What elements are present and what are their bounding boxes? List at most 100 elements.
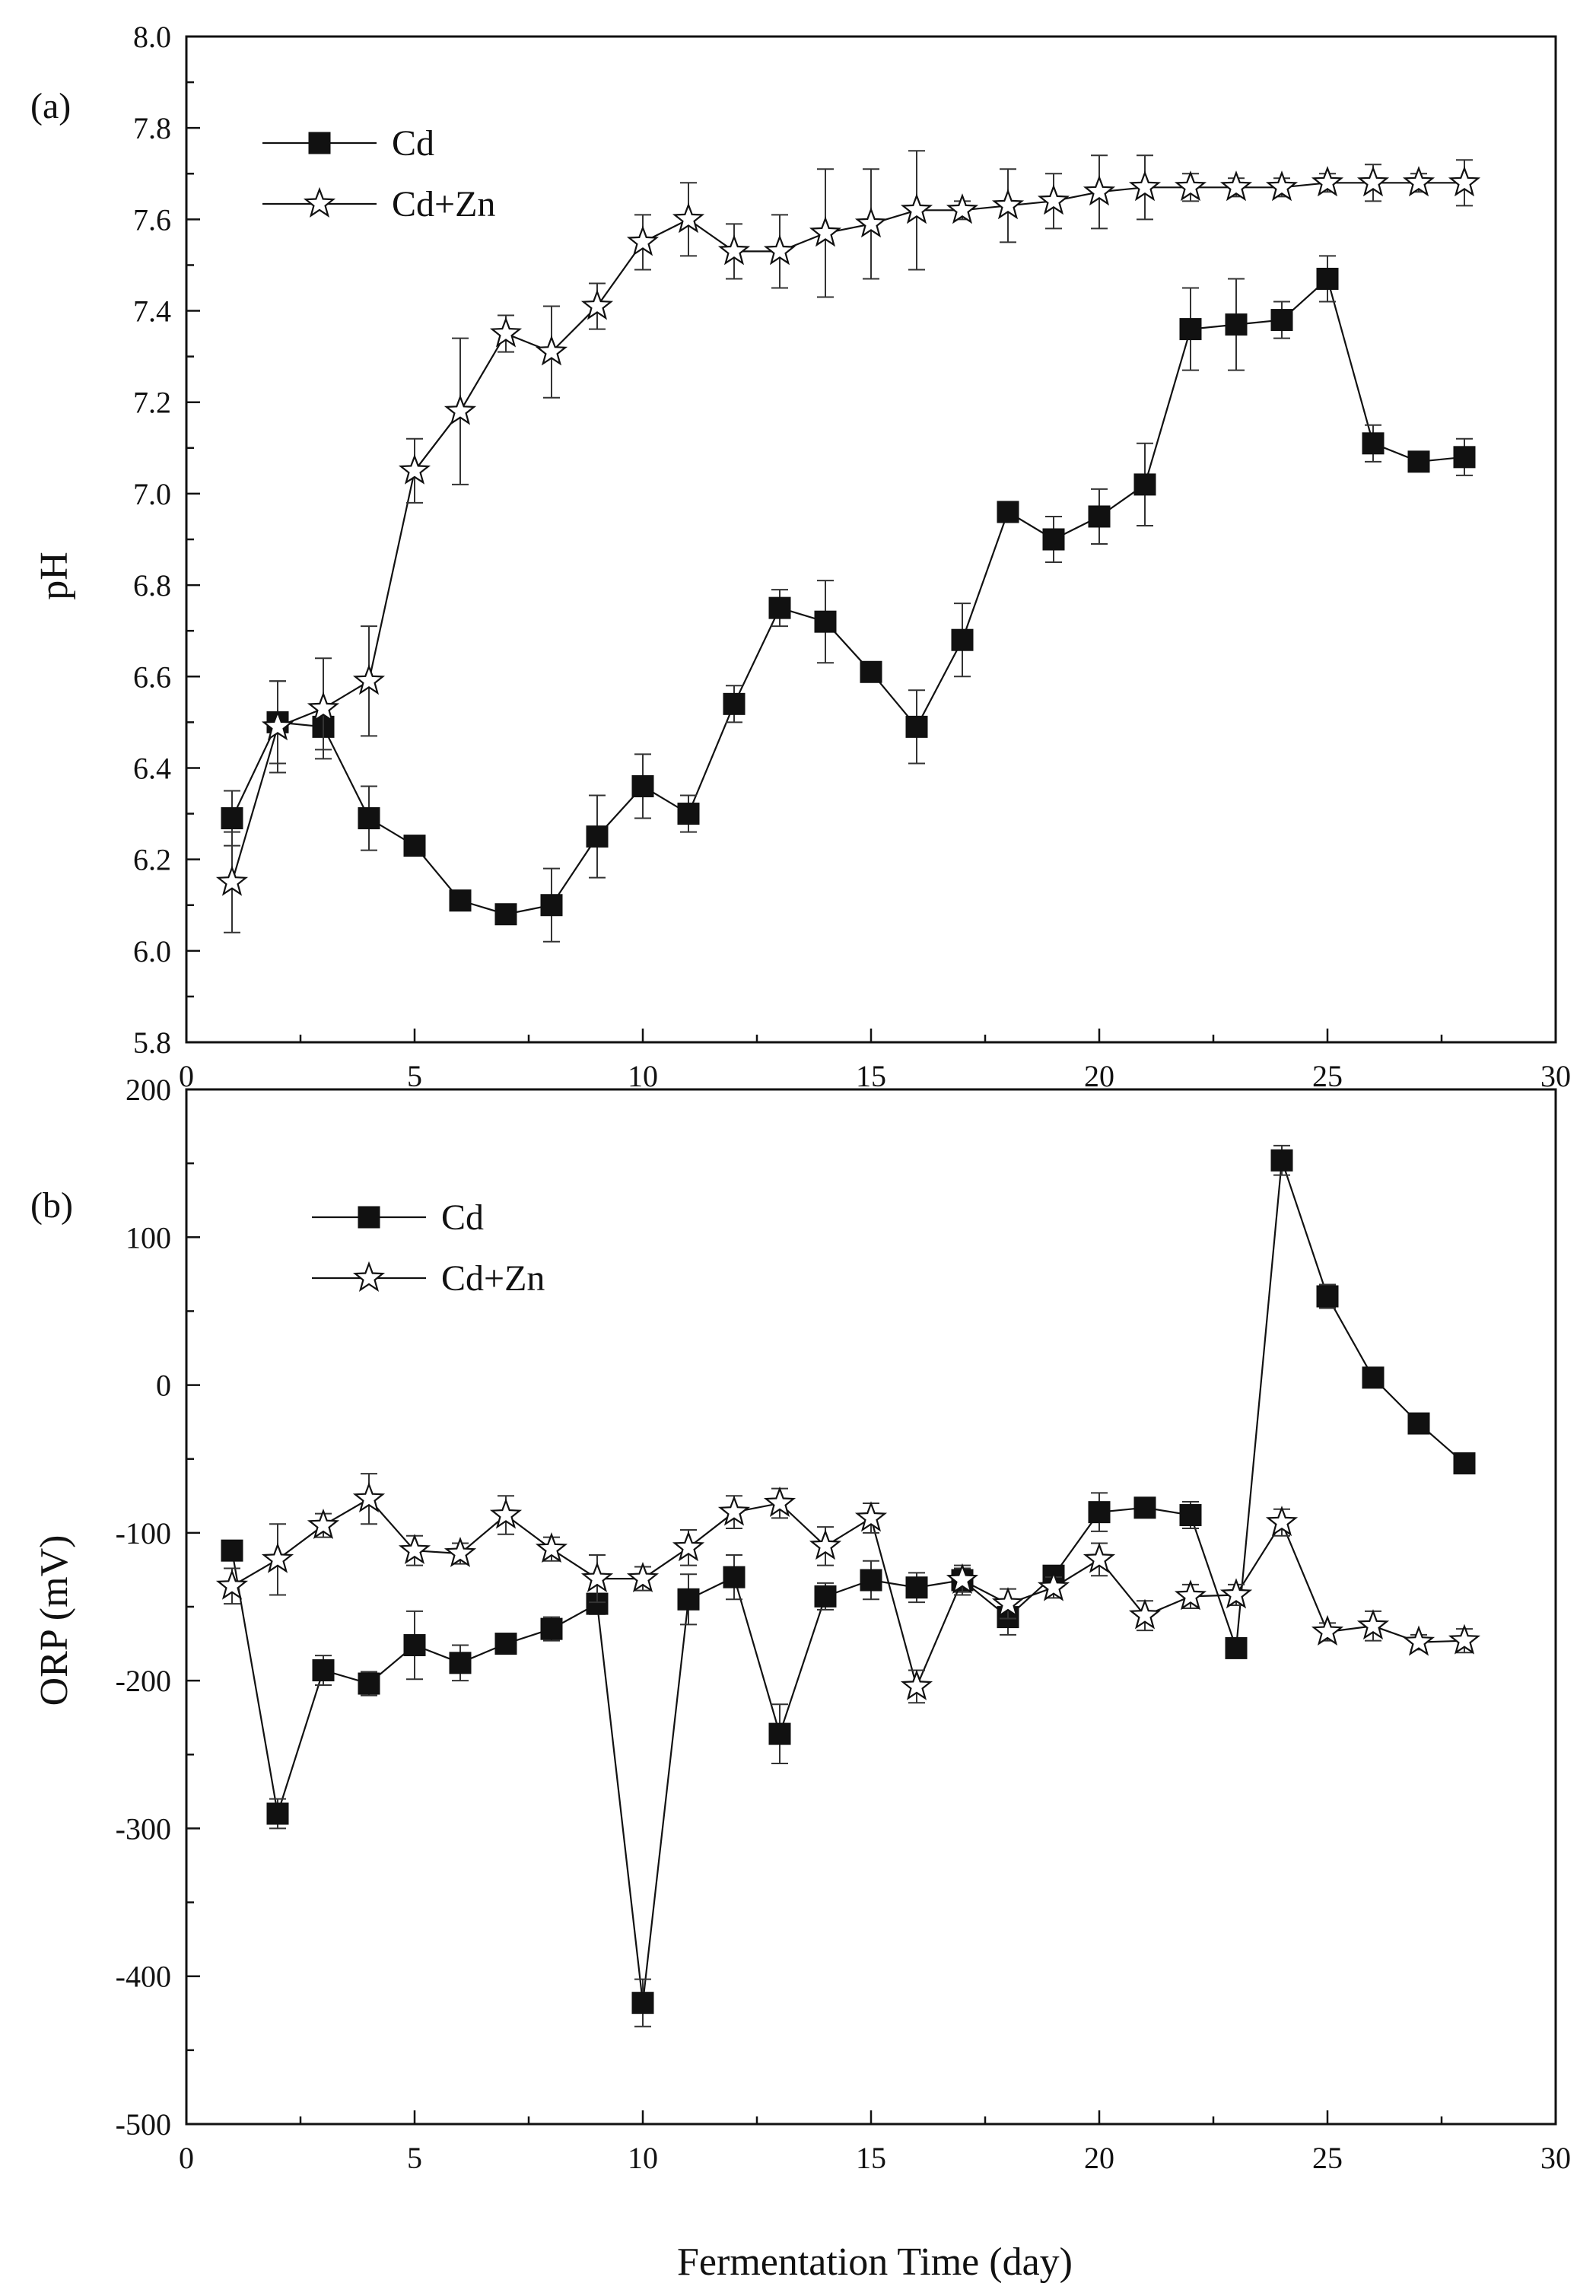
panel-b-x-tick-label: 25 [1312, 2141, 1343, 2175]
panel-a-legend-cd-zn-label: Cd+Zn [392, 184, 495, 224]
panel-b-cd-point [494, 1633, 517, 1655]
panel-a-y-tick-label: 6.0 [133, 934, 171, 968]
panel-b-series-cd [221, 1144, 1476, 2027]
panel-a-cd-zn-point [763, 234, 796, 266]
panel-b-cd-point [677, 1588, 700, 1611]
panel-b-legend-cd-label: Cd [441, 1197, 484, 1238]
panel-b-cd-point [266, 1802, 289, 1825]
panel-b-cd-point [1316, 1285, 1339, 1308]
panel-b-cd-zn-point [1037, 1570, 1070, 1601]
panel-b-cd-point [449, 1652, 472, 1674]
panel-b-y-tick-label: -300 [116, 1811, 171, 1846]
panel-b-x-tick-label: 15 [856, 2141, 886, 2175]
panel-b-x-tick-label: 5 [407, 2141, 422, 2175]
panel-a-cd-zn-point [580, 289, 614, 320]
panel-b-y-tick-label: 200 [126, 1073, 171, 1107]
panel-b-cd-zn-point [763, 1486, 796, 1517]
panel-a-cd-zn-point [352, 664, 386, 695]
panel-a-x-tick-label: 30 [1540, 1059, 1571, 1093]
panel-b-cd-zn-point [1219, 1578, 1253, 1609]
panel-b-cd-zn-point [946, 1563, 979, 1594]
panel-a-cd-zn-point [1083, 175, 1116, 206]
panel-a-y-tick-label: 8.0 [133, 20, 171, 54]
panel-b-cd-point [1179, 1504, 1202, 1527]
panel-b-cd-point [312, 1659, 335, 1682]
panel-b-cd-point [1270, 1149, 1293, 1172]
panel-b-cd-zn-point [1311, 1614, 1344, 1646]
panel-b-y-tick-label: 0 [156, 1369, 171, 1403]
panel-b-x-tick-label: 20 [1084, 2141, 1114, 2175]
panel-a-cd-zn-point [672, 202, 705, 234]
panel-a-cd-zn-point [1265, 170, 1299, 202]
panel-b-cd-zn-point [1265, 1506, 1299, 1537]
panel-b-cd-point [1453, 1452, 1476, 1475]
panel-a-legend-cd-marker [308, 132, 331, 154]
panel-a-y-tick-label: 7.4 [133, 294, 171, 329]
panel-b-legend-cd-marker [358, 1206, 380, 1229]
panel-a-cd-zn-point [1174, 170, 1207, 202]
panel-a-cd-zn-point [717, 234, 751, 266]
panel-a-legend-cd-label: Cd [392, 123, 434, 164]
panel-b-cd-zn-point [1448, 1623, 1481, 1655]
panel-b-cd-point [723, 1566, 746, 1588]
panel-a-label: (a) [30, 86, 71, 126]
panel-a-cd-point [1179, 318, 1202, 341]
panel-b-cd-line [230, 1159, 1465, 2003]
panel-a-cd-point [586, 825, 609, 848]
panel-a-y-axis-title: pH [33, 552, 76, 600]
panel-a-cd-point [905, 715, 928, 738]
panel-b-cd-point [221, 1539, 243, 1562]
panel-a-cd-point [494, 903, 517, 926]
panel-a-cd-point [631, 774, 654, 797]
panel-a-y-tick-label: 7.0 [133, 477, 171, 511]
panel-b: (b) ORP (mV) Fermentation Time (day) 0 5 1… [30, 1073, 1571, 2284]
panel-a-cd-point [1225, 313, 1248, 336]
panel-b-cd-zn-point [489, 1498, 523, 1529]
panel-b-x-tick-label: 30 [1540, 2141, 1571, 2175]
panel-a-cd-zn-point [261, 710, 294, 741]
panel-b-cd-zn-point [444, 1536, 477, 1567]
panel-a-cd-zn-point [535, 335, 568, 366]
panel-a-cd-point [540, 894, 563, 917]
panel-b-plot-frame [185, 1088, 1557, 2126]
panel-a-cd-zn-point [307, 692, 340, 723]
panel-a-cd-zn-point [991, 189, 1025, 220]
panel-a-cd-point [1407, 450, 1430, 473]
panel-a-cd-point [768, 596, 791, 619]
panel-a-cd-zn-point [398, 453, 431, 485]
panel-b-cd-zn-point [215, 1569, 249, 1600]
panel-a-cd-zn-point [900, 193, 933, 224]
panel-b-cd-zn-line [231, 1497, 1465, 1690]
panel-b-cd-zn-point [1356, 1609, 1390, 1640]
panel-b-cd-zn-point [809, 1529, 842, 1560]
panel-a-cd-zn-point [1448, 166, 1481, 197]
panel-b-cd-zn-point [900, 1669, 933, 1700]
panel-a-cd-zn-point [809, 216, 842, 247]
panel-a-cd-zn-point [1128, 170, 1162, 202]
panel-b-cd-zn-point [535, 1532, 568, 1563]
panel-b-y-axis-title: ORP (mV) [33, 1535, 76, 1706]
panel-a-x-tick-label: 5 [407, 1059, 422, 1093]
panel-b-cd-point [403, 1634, 426, 1657]
panel-a-y-tick-label: 6.6 [133, 660, 171, 694]
panel-b-cd-point [358, 1672, 380, 1695]
panel-b-cd-point [631, 1992, 654, 2015]
panel-a-y-tick-label: 6.2 [133, 843, 171, 877]
panel-a-y-tick-label: 7.8 [133, 111, 171, 145]
panel-a-y-tick-label: 6.4 [133, 751, 171, 785]
panel-b-cd-zn-point [1174, 1579, 1207, 1611]
panel-a-cd-point [1270, 309, 1293, 332]
panel-a-series-cd [221, 255, 1476, 943]
panel-a-cd-point [951, 628, 974, 651]
panel-b-legend-cd-zn-label: Cd+Zn [441, 1258, 545, 1299]
panel-a-cd-point [358, 807, 380, 830]
panel-b-cd-zn-point [672, 1531, 705, 1562]
panel-a-cd-point [997, 501, 1019, 523]
panel-a-cd-point [449, 889, 472, 912]
panel-b-cd-point [905, 1576, 928, 1599]
panel-b-x-axis-title: Fermentation Time (day) [677, 2240, 1073, 2284]
panel-a-cd-point [221, 807, 243, 830]
panel-b-cd-zn-point [1402, 1625, 1435, 1656]
panel-a-cd-zn-point [626, 225, 660, 256]
panel-b-cd-zn-point [854, 1501, 888, 1532]
